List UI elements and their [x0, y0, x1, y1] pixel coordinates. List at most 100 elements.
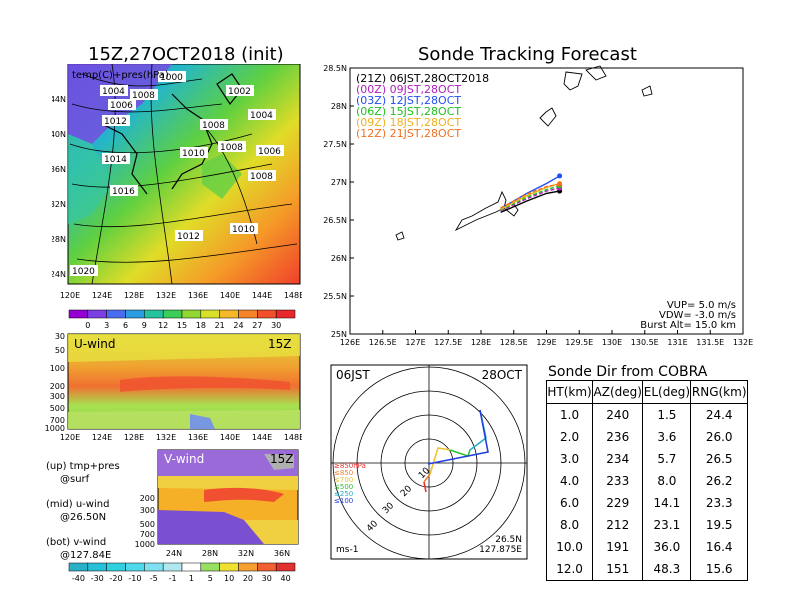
colorbar-tick: 12: [158, 321, 168, 330]
hodo-lat: 26.5N: [495, 535, 522, 545]
track-lon-tick: 129E: [536, 338, 556, 347]
map-lon-tick: 128E: [124, 291, 144, 300]
v-wind-panel: V-wind 15Z 200 300 500 700 1000 24N 28N 32N 36N: [124, 446, 302, 560]
dir-table-row: 8.0 212 23.1 19.5: [545, 514, 748, 536]
colorbar-swatch: [87, 309, 107, 319]
dir-table-row: 10.0 191 36.0 16.4: [545, 536, 748, 558]
track-lon-tick: 127.5E: [434, 338, 462, 347]
wind-colorbar-swatch: [125, 562, 145, 572]
u-x-tick: 144E: [252, 433, 272, 442]
track-lat-tick: 25.5N: [323, 292, 347, 301]
dir-table-cell: 24.4: [690, 403, 748, 426]
pressure-labels: 1004100610081012101410101008100210041006…: [70, 71, 284, 277]
wind-colorbar-swatch: [200, 562, 220, 572]
wind-colorbar-swatch: [257, 562, 277, 572]
dir-table-row: 3.0 234 5.7 26.5: [545, 448, 748, 470]
colorbar-swatch: [219, 309, 239, 319]
track-series-line: [500, 183, 560, 209]
note-mid: (mid) u-wind @26.50N: [46, 499, 110, 523]
u-wind-time: 15Z: [268, 337, 292, 351]
pressure-label: 1014: [104, 155, 127, 165]
map-lon-tick: 140E: [220, 291, 240, 300]
u-y-tick: 30: [55, 332, 65, 341]
dir-table-header: RNG(km): [690, 380, 748, 404]
hodo-legend-entry: ≤100: [334, 497, 353, 505]
temperature-colorbar-svg: 0 3 6 9 12 15 18 21 24 27 30: [68, 309, 296, 330]
track-lon-tick: 131E: [667, 338, 687, 347]
hodo-legend-entry: ≤500: [334, 483, 353, 491]
dir-table-row: 4.0 233 8.0 26.2: [545, 470, 748, 492]
coastlines: [395, 65, 653, 241]
pressure-label: 1016: [112, 187, 135, 197]
dir-table-cell: 15.6: [690, 558, 748, 581]
track-series-line: [500, 190, 560, 214]
dir-table-cell: 5.7: [642, 448, 692, 470]
track-lon-tick: 128E: [471, 338, 491, 347]
colorbar-swatch: [257, 309, 277, 319]
dir-table-cell: 3.6: [642, 426, 692, 448]
hodograph-trace: [423, 409, 489, 493]
wind-colorbar-tick: -40: [72, 574, 85, 583]
track-lon-tick: 130E: [602, 338, 622, 347]
dir-table-wrap: HT(km) AZ(deg) EL(deg) RNG(km) 1.0 240 1.5 24.…: [545, 380, 748, 581]
wind-colorbar-tick: -5: [150, 574, 158, 583]
dir-table-cell: 16.4: [690, 536, 748, 558]
track-lon-tick: 131.5E: [696, 338, 724, 347]
wind-colorbar-swatch: [68, 562, 89, 572]
pressure-label: 1008: [132, 91, 155, 101]
track-lon-tick: 127E: [405, 338, 425, 347]
colorbar-tick: 27: [252, 321, 262, 330]
track-lat-tick: 28N: [331, 102, 347, 111]
u-y-tick: 100: [50, 364, 65, 373]
pressure-label: 1020: [72, 267, 95, 277]
pressure-label: 1002: [228, 87, 251, 97]
panel-notes: (up) tmp+pres @surf (mid) u-wind @26.50N…: [46, 460, 156, 562]
sonde-track-map: 28.5N 28N 27.5N 27N 26.5N 26N 25.5N 25N 126E 126…: [316, 60, 756, 356]
u-x-tick: 120E: [60, 433, 80, 442]
dir-table-cell: 229: [592, 492, 644, 514]
dir-table-cell: 3.0: [545, 448, 594, 470]
pressure-label: 1000: [160, 73, 183, 83]
track-series-line: [500, 187, 560, 212]
dir-table-cell: 23.1: [642, 514, 692, 536]
v-x-tick: 32N: [238, 549, 254, 558]
colorbar-tick: 30: [271, 321, 281, 330]
dir-table-cell: 12.0: [545, 558, 594, 581]
track-legend-entry: (06Z) 15JST,28OCT: [356, 105, 461, 118]
track-legend-entry: (21Z) 06JST,28OCT2018: [356, 72, 489, 85]
hodo-lon: 127.875E: [479, 545, 522, 555]
pressure-label: 1010: [232, 225, 255, 235]
temp-pressure-map: 1004 1006 1008 1012 1014 1010 1008 1002 1004 1006…: [50, 63, 304, 326]
dir-table-cell: 48.3: [642, 558, 692, 581]
dir-table-cell: 234: [592, 448, 644, 470]
u-x-tick: 136E: [188, 433, 208, 442]
track-legend-entry: (09Z) 18JST,28OCT: [356, 116, 461, 129]
map-lon-tick: 148E: [284, 291, 302, 300]
v-x-tick: 36N: [274, 549, 290, 558]
pressure-label: 1006: [258, 147, 281, 157]
track-lon-tick: 132E: [733, 338, 753, 347]
dir-table-cell: 19.5: [690, 514, 748, 536]
pressure-label: 1010: [182, 149, 205, 159]
note-up: (up) tmp+pres @surf: [46, 461, 120, 485]
dir-table-cell: 10.0: [545, 536, 594, 558]
u-x-tick: 128E: [124, 433, 144, 442]
hodo-legend-entry: ≤250: [334, 490, 353, 498]
track-lat-tick: 27N: [331, 178, 347, 187]
track-legend-entry: (00Z) 09JST,28OCT: [356, 83, 461, 96]
wind-colorbar-tick: -1: [169, 574, 177, 583]
map-lon-tick: 120E: [60, 291, 80, 300]
dir-table-header: EL(deg): [642, 380, 692, 404]
track-lat-tick: 26.5N: [323, 216, 347, 225]
dir-table-cell: 6.0: [545, 492, 594, 514]
colorbar-swatch: [200, 309, 220, 319]
colorbar-swatch: [181, 309, 202, 319]
track-lat-tick: 27.5N: [323, 140, 347, 149]
u-wind-panel: U-wind 15Z 30 50 100 200 300 500 700 1000 120E 1…: [40, 332, 305, 446]
track-lines: [500, 173, 563, 214]
v-y-tick: 300: [140, 506, 155, 515]
dir-table-cell: 26.5: [690, 448, 748, 470]
track-legend-entry: (03Z) 12JST,28OCT: [356, 94, 461, 107]
